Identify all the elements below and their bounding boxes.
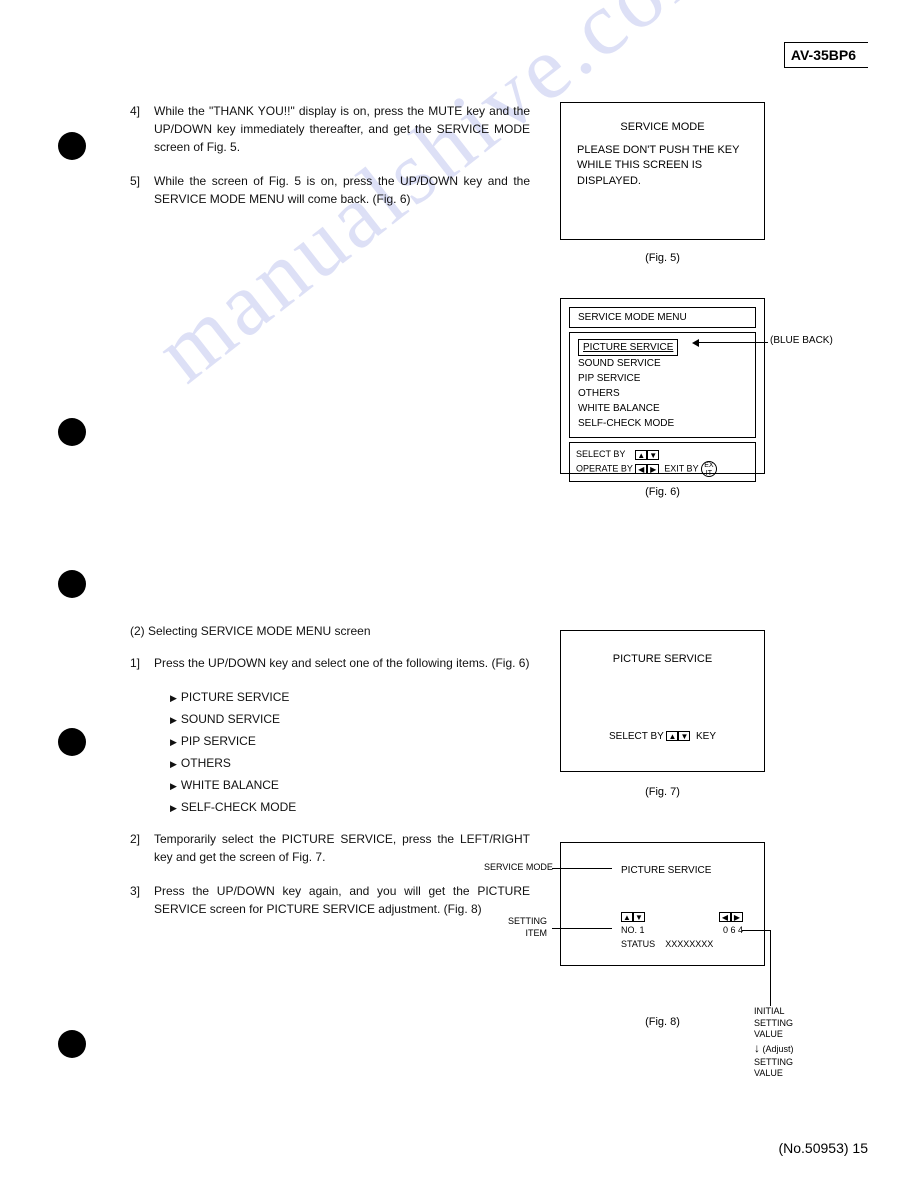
- down-key-icon: ▼: [647, 450, 659, 460]
- fig6-header: SERVICE MODE MENU: [569, 307, 756, 328]
- fig6-item: WHITE BALANCE: [578, 403, 660, 414]
- right-key-icon: ▶: [647, 464, 659, 474]
- step-4: 4] While the "THANK YOU!!" display is on…: [130, 102, 530, 156]
- punch-hole: [58, 570, 86, 598]
- exit-icon: EXIT: [701, 461, 717, 477]
- setting-item-callout: SETTINGITEM: [508, 916, 547, 939]
- triangle-icon: ▶: [170, 715, 177, 725]
- fig6-item: SELF-CHECK MODE: [578, 418, 674, 429]
- callout-line: [552, 868, 612, 869]
- left-key-icon: ◀: [635, 464, 647, 474]
- fig7-title: PICTURE SERVICE: [561, 653, 764, 665]
- fig8-title: PICTURE SERVICE: [621, 865, 711, 876]
- list-item: ▶OTHERS: [170, 754, 530, 772]
- fig6-item: OTHERS: [578, 388, 620, 399]
- operate-by-label: OPERATE BY: [576, 464, 633, 474]
- list-item: ▶SOUND SERVICE: [170, 710, 530, 728]
- figure-5-box: SERVICE MODE PLEASE DON'T PUSH THE KEY W…: [560, 102, 765, 240]
- step-num: 3]: [130, 882, 154, 918]
- punch-hole: [58, 132, 86, 160]
- fig8-keys-left: ▲▼: [621, 911, 645, 922]
- pointer-arrow-icon: [692, 339, 699, 347]
- up-key-icon: ▲: [621, 912, 633, 922]
- fig8-caption: (Fig. 8): [560, 1016, 765, 1028]
- list-item: ▶WHITE BALANCE: [170, 776, 530, 794]
- exit-by-label: EXIT BY: [664, 464, 698, 474]
- punch-hole: [58, 1030, 86, 1058]
- step-num: 5]: [130, 172, 154, 208]
- down-key-icon: ▼: [633, 912, 645, 922]
- blue-back-label: (BLUE BACK): [770, 335, 833, 346]
- fig6-caption: (Fig. 6): [560, 486, 765, 498]
- callout-line: [742, 930, 770, 931]
- fig5-title: SERVICE MODE: [561, 121, 764, 133]
- up-key-icon: ▲: [666, 731, 678, 741]
- figure-6-box: SERVICE MODE MENU PICTURE SERVICE SOUND …: [560, 298, 765, 474]
- down-key-icon: ▼: [678, 731, 690, 741]
- down-arrow-icon: ↓: [754, 1041, 760, 1057]
- triangle-icon: ▶: [170, 693, 177, 703]
- fig6-controls: SELECT BY ▲▼ OPERATE BY ◀▶ EXIT BY EXIT: [569, 442, 756, 482]
- step-text: While the "THANK YOU!!" display is on, p…: [154, 102, 530, 156]
- list-item: ▶PIP SERVICE: [170, 732, 530, 750]
- list-item: ▶SELF-CHECK MODE: [170, 798, 530, 816]
- up-key-icon: ▲: [635, 450, 647, 460]
- right-key-icon: ▶: [731, 912, 743, 922]
- punch-hole: [58, 728, 86, 756]
- step-1: 1] Press the UP/DOWN key and select one …: [130, 654, 530, 672]
- callout-line: [770, 930, 771, 1006]
- fig7-select-line: SELECT BY ▲▼ KEY: [561, 731, 764, 742]
- step-text: While the screen of Fig. 5 is on, press …: [154, 172, 530, 208]
- page-footer: (No.50953) 15: [778, 1140, 868, 1156]
- figure-8-box: PICTURE SERVICE ▲▼ ◀▶ NO. 1 0 6 4 STATUS…: [560, 842, 765, 966]
- step-num: 1]: [130, 654, 154, 672]
- fig8-no-label: NO. 1: [621, 925, 645, 935]
- list-item: ▶PICTURE SERVICE: [170, 688, 530, 706]
- fig6-selected-item: PICTURE SERVICE: [578, 339, 678, 356]
- step-2: 2] Temporarily select the PICTURE SERVIC…: [130, 830, 530, 866]
- step-text: Temporarily select the PICTURE SERVICE, …: [154, 830, 530, 866]
- fig5-body: PLEASE DON'T PUSH THE KEY WHILE THIS SCR…: [577, 143, 748, 189]
- select-by-label: SELECT BY: [576, 449, 625, 459]
- service-mode-callout: SERVICE MODE: [484, 862, 553, 872]
- step-text: Press the UP/DOWN key again, and you wil…: [154, 882, 530, 918]
- fig5-caption: (Fig. 5): [560, 252, 765, 264]
- step-num: 4]: [130, 102, 154, 156]
- fig6-menu: PICTURE SERVICE SOUND SERVICE PIP SERVIC…: [569, 332, 756, 438]
- step-text: Press the UP/DOWN key and select one of …: [154, 654, 530, 672]
- fig8-status: STATUS XXXXXXXX: [621, 939, 713, 949]
- callout-line: [552, 928, 612, 929]
- bullet-list: ▶PICTURE SERVICE ▶SOUND SERVICE ▶PIP SER…: [170, 688, 530, 816]
- step-num: 2]: [130, 830, 154, 866]
- section-2-heading: (2) Selecting SERVICE MODE MENU screen: [130, 622, 530, 640]
- triangle-icon: ▶: [170, 737, 177, 747]
- model-header: AV-35BP6: [784, 42, 868, 68]
- fig6-item: SOUND SERVICE: [578, 358, 661, 369]
- section-2: (2) Selecting SERVICE MODE MENU screen 1…: [130, 622, 530, 934]
- step-5: 5] While the screen of Fig. 5 is on, pre…: [130, 172, 530, 208]
- figure-7-box: PICTURE SERVICE SELECT BY ▲▼ KEY: [560, 630, 765, 772]
- triangle-icon: ▶: [170, 781, 177, 791]
- callout-line: [698, 342, 768, 343]
- fig6-item: PIP SERVICE: [578, 373, 640, 384]
- section-1: 4] While the "THANK YOU!!" display is on…: [130, 102, 530, 224]
- triangle-icon: ▶: [170, 759, 177, 769]
- triangle-icon: ▶: [170, 803, 177, 813]
- step-3: 3] Press the UP/DOWN key again, and you …: [130, 882, 530, 918]
- fig7-caption: (Fig. 7): [560, 786, 765, 798]
- fig8-keys-right: ◀▶: [719, 911, 743, 922]
- left-key-icon: ◀: [719, 912, 731, 922]
- punch-hole: [58, 418, 86, 446]
- fig8-value: 0 6 4: [723, 925, 743, 935]
